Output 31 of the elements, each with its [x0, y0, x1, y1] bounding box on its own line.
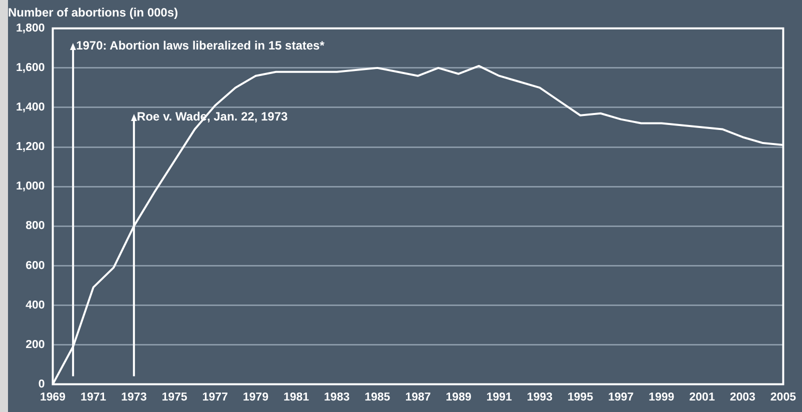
x-tick-label: 1979	[242, 391, 268, 404]
y-tick-label: 1,800	[16, 22, 45, 35]
x-tick-label: 1983	[324, 391, 350, 404]
x-tick-label: 1995	[568, 391, 594, 404]
y-tick-label: 1,000	[16, 180, 45, 193]
y-tick-label: 400	[26, 299, 45, 312]
x-tick-label: 1973	[121, 391, 147, 404]
x-tick-label: 1991	[486, 391, 513, 404]
x-tick-label: 1975	[162, 391, 188, 404]
y-tick-label: 1,400	[16, 102, 45, 114]
x-tick-label: 2005	[770, 391, 797, 404]
y-tick-label: 600	[26, 260, 45, 272]
x-tick-label: 1977	[202, 391, 228, 404]
y-tick-label: 0	[38, 378, 45, 390]
x-tick-label: 1999	[648, 391, 674, 404]
ref-line-label: 1970: Abortion laws liberalized in 15 states*	[76, 38, 325, 52]
y-tick-label: 1,200	[16, 141, 45, 154]
x-tick-label: 1997	[608, 391, 634, 404]
x-tick-label: 1987	[405, 391, 431, 404]
x-tick-label: 2001	[689, 391, 716, 404]
x-tick-label: 1985	[364, 391, 391, 404]
x-tick-label: 1969	[40, 391, 66, 404]
x-tick-label: 1993	[526, 391, 553, 404]
x-tick-label: 2003	[730, 391, 756, 404]
y-tick-label: 800	[26, 220, 45, 232]
y-tick-label: 1,600	[16, 62, 45, 74]
y-tick-label: 200	[26, 338, 45, 351]
x-tick-label: 1981	[283, 391, 310, 404]
x-tick-label: 1971	[80, 391, 107, 404]
y-axis-title: Number of abortions (in 000s)	[8, 6, 178, 20]
x-tick-label: 1989	[446, 391, 472, 404]
